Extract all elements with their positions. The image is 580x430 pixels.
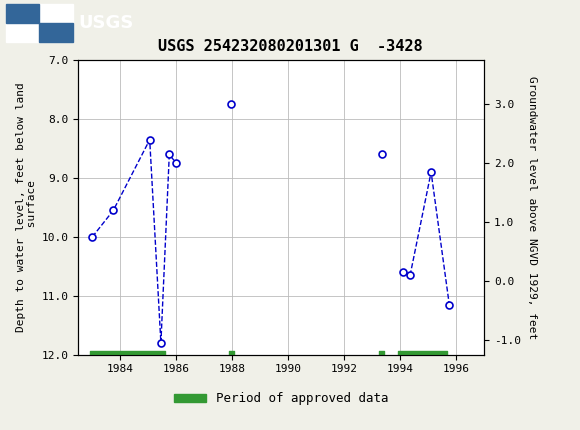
Y-axis label: Depth to water level, feet below land
 surface: Depth to water level, feet below land su…: [16, 83, 38, 332]
Bar: [39, 22, 72, 42]
Text: USGS 254232080201301 G  -3428: USGS 254232080201301 G -3428: [158, 39, 422, 54]
Bar: [6, 3, 72, 42]
Y-axis label: Groundwater level above NGVD 1929, feet: Groundwater level above NGVD 1929, feet: [527, 76, 536, 339]
Legend: Period of approved data: Period of approved data: [169, 387, 393, 410]
Text: USGS: USGS: [78, 14, 133, 31]
Bar: [6, 3, 39, 22]
